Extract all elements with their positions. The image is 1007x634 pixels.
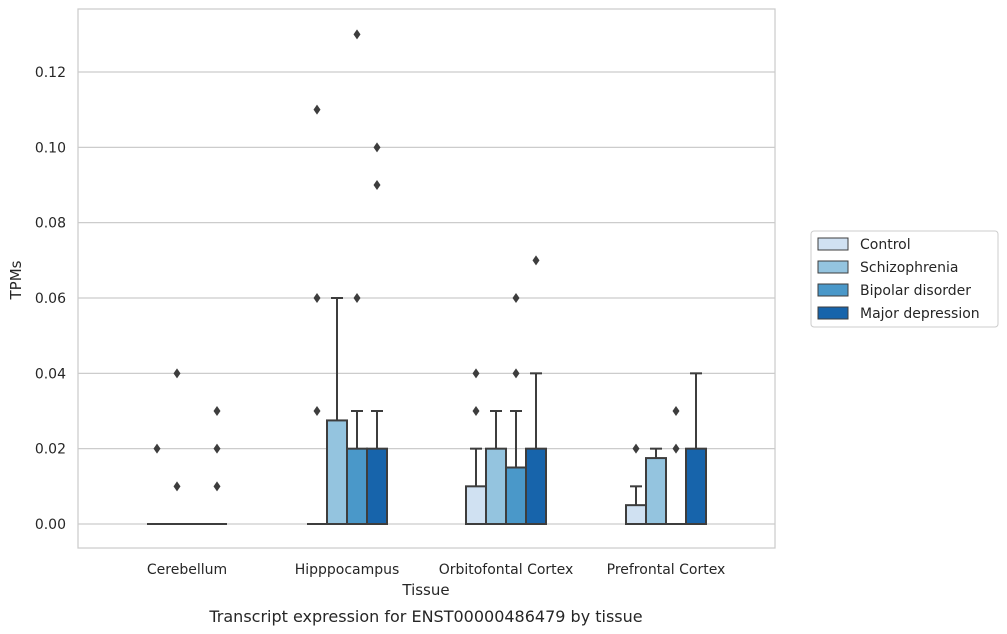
outlier-point bbox=[512, 368, 520, 379]
legend-label: Control bbox=[860, 237, 911, 253]
gridlines bbox=[78, 71, 775, 525]
outlier-point bbox=[313, 293, 321, 303]
legend-swatch bbox=[817, 260, 849, 274]
box-control bbox=[147, 443, 167, 525]
y-tick-label: 0.00 bbox=[35, 517, 66, 533]
box-body bbox=[625, 504, 647, 525]
box-major-depression bbox=[207, 406, 227, 525]
x-axis-label: Tissue bbox=[401, 581, 449, 599]
box-body bbox=[346, 447, 368, 525]
outlier-point bbox=[472, 368, 480, 379]
outlier-point bbox=[373, 180, 381, 190]
outlier-point bbox=[632, 443, 640, 454]
outlier-point bbox=[353, 293, 361, 303]
box-bipolar-disorder bbox=[505, 293, 527, 525]
legend-frame bbox=[810, 230, 999, 328]
legend: Control Schizophrenia Bipolar disorder Majo… bbox=[810, 230, 999, 328]
outlier-point bbox=[213, 481, 221, 492]
y-tick-label: 0.10 bbox=[35, 140, 66, 156]
x-tick-label: Hipppocampus bbox=[295, 562, 400, 578]
y-tick-label: 0.08 bbox=[35, 216, 66, 232]
y-axis-ticks: 0.00 0.02 0.04 0.06 0.08 0.10 0.12 bbox=[35, 65, 66, 533]
box-bipolar-disorder bbox=[346, 29, 368, 525]
legend-label: Bipolar disorder bbox=[860, 283, 971, 299]
legend-swatch bbox=[817, 283, 849, 297]
legend-swatch bbox=[817, 237, 849, 251]
plot-frame bbox=[77, 8, 776, 549]
box-body bbox=[465, 485, 487, 526]
x-tick-label: Cerebellum bbox=[147, 562, 227, 578]
box-body bbox=[326, 419, 348, 525]
box-schizophrenia bbox=[645, 447, 667, 526]
box-control bbox=[307, 104, 327, 525]
outlier-point bbox=[512, 293, 520, 303]
y-tick-label: 0.06 bbox=[35, 291, 66, 307]
box-major-depression bbox=[685, 372, 707, 525]
outlier-point bbox=[313, 104, 321, 115]
box-body bbox=[485, 447, 507, 525]
box-bipolar-disorder bbox=[666, 406, 686, 525]
box-body bbox=[645, 457, 667, 526]
box-body bbox=[366, 447, 388, 525]
box-schizophrenia bbox=[326, 297, 348, 525]
legend-swatch bbox=[817, 306, 849, 320]
outlier-point bbox=[173, 368, 181, 379]
outlier-point bbox=[213, 406, 221, 416]
outlier-point bbox=[153, 443, 161, 454]
y-axis-label: TPMs bbox=[7, 260, 25, 300]
box-control bbox=[625, 443, 647, 525]
outlier-point bbox=[373, 142, 381, 153]
outlier-point bbox=[353, 29, 361, 40]
legend-label: Schizophrenia bbox=[860, 260, 958, 276]
x-tick-label: Prefrontal Cortex bbox=[607, 562, 726, 578]
y-tick-label: 0.12 bbox=[35, 65, 66, 81]
x-axis-ticks: Cerebellum Hipppocampus Orbitofontal Corte… bbox=[147, 562, 725, 578]
box-control bbox=[465, 368, 487, 526]
outlier-point bbox=[213, 443, 221, 454]
box-body bbox=[525, 447, 547, 525]
box-body bbox=[685, 447, 707, 525]
box-schizophrenia bbox=[167, 368, 187, 525]
outlier-point bbox=[173, 481, 181, 492]
box-major-depression bbox=[366, 142, 388, 525]
outlier-point bbox=[672, 443, 680, 454]
box-schizophrenia bbox=[485, 410, 507, 525]
outlier-point bbox=[672, 406, 680, 416]
outlier-point bbox=[472, 406, 480, 416]
y-tick-label: 0.04 bbox=[35, 366, 66, 382]
chart-caption: Transcript expression for ENST0000048647… bbox=[208, 607, 642, 626]
boxes bbox=[147, 29, 707, 526]
outlier-point bbox=[313, 406, 321, 416]
box-body bbox=[505, 466, 527, 525]
outlier-point bbox=[532, 255, 540, 266]
legend-label: Major depression bbox=[860, 306, 980, 322]
x-tick-label: Orbitofontal Cortex bbox=[439, 562, 574, 578]
y-tick-label: 0.02 bbox=[35, 442, 66, 458]
box-major-depression bbox=[525, 255, 547, 525]
